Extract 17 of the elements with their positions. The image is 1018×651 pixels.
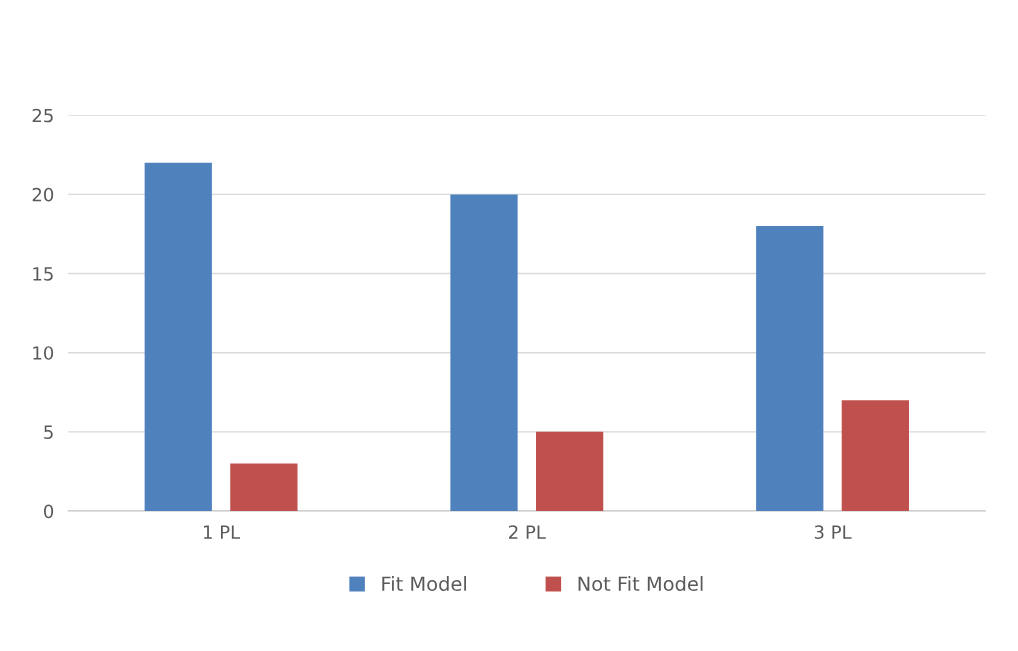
bar: [535, 431, 604, 512]
y-tick-label: 5: [44, 425, 53, 439]
bar: [144, 162, 212, 512]
y-tick-label: 25: [32, 108, 53, 123]
bar: [756, 226, 824, 512]
y-tick-label: 20: [32, 187, 54, 202]
y-tick-label: 0: [44, 504, 54, 519]
bar: [841, 400, 909, 512]
y-tick-label: 15: [33, 267, 53, 281]
bar: [450, 194, 518, 512]
bar: [230, 463, 298, 512]
x-tick-label: 3 PL: [814, 525, 852, 539]
y-tick-label: 10: [33, 346, 54, 360]
legend-label: Fit Model: [382, 576, 466, 592]
x-tick-label: 1 PL: [203, 525, 241, 539]
legend-label: Not Fit Model: [578, 576, 703, 592]
x-tick-label: 2 PL: [509, 525, 546, 539]
